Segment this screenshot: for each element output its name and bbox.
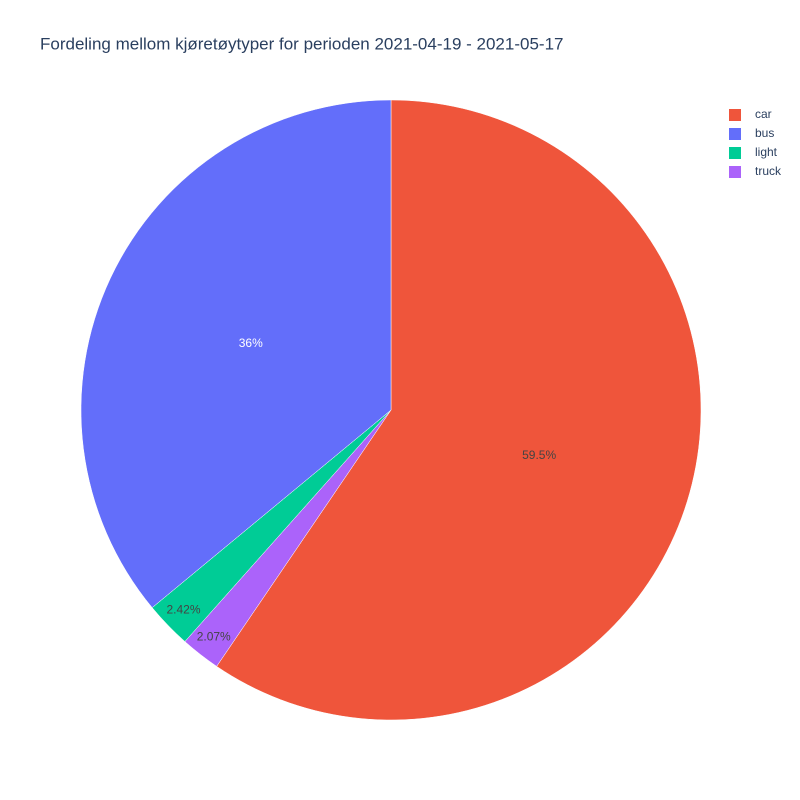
legend-swatch[interactable]	[729, 166, 741, 178]
legend-label[interactable]: bus	[755, 126, 774, 140]
legend-label[interactable]: truck	[755, 164, 782, 178]
slice-label: 2.07%	[197, 630, 231, 644]
legend-label[interactable]: car	[755, 107, 772, 121]
legend-swatch[interactable]	[729, 109, 741, 121]
slice-label: 2.42%	[166, 602, 200, 616]
chart-title: Fordeling mellom kjøretøytyper for perio…	[40, 34, 563, 53]
slice-label: 59.5%	[522, 448, 556, 462]
slice-label: 36%	[239, 336, 263, 350]
legend-label[interactable]: light	[755, 145, 778, 159]
pie-slice	[80, 99, 392, 609]
legend-swatch[interactable]	[729, 128, 741, 140]
pie-slice	[216, 99, 702, 721]
legend-swatch[interactable]	[729, 147, 741, 159]
